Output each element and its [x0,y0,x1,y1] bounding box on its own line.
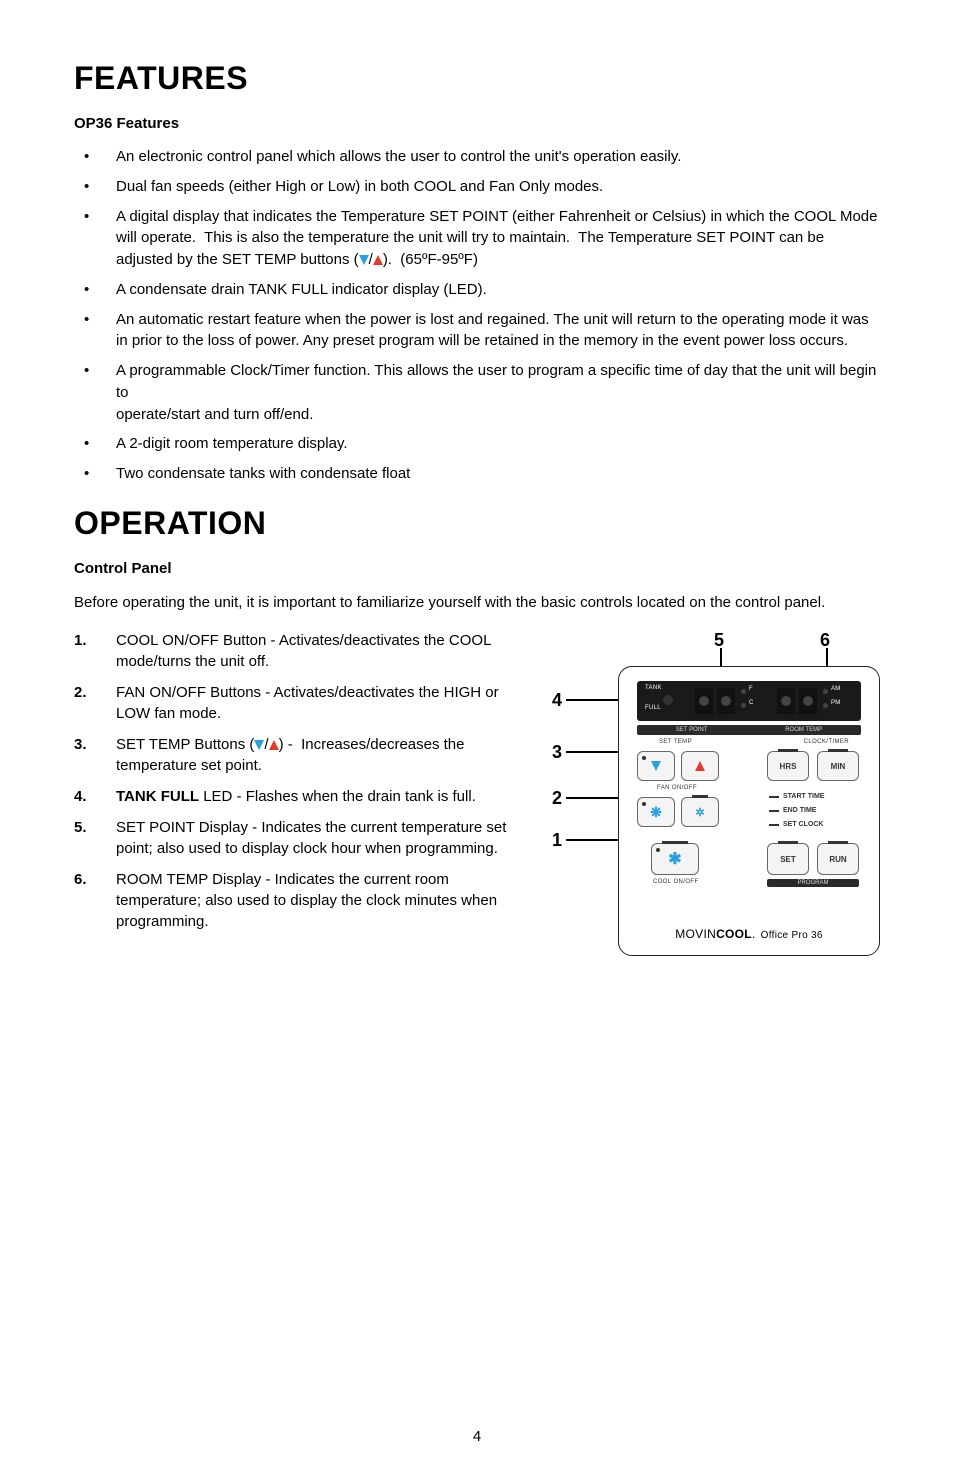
label-set-clock: SET CLOCK [769,821,823,828]
list-item: 6. ROOM TEMP Display - Indicates the curr… [74,869,530,932]
label-c: C [749,700,754,706]
list-number: 1. [74,630,87,651]
up-triangle-icon [695,761,705,771]
label-set-temp: SET TEMP [659,739,692,745]
label-start-time: START TIME [769,793,824,800]
label-program: PROGRAM [767,879,859,887]
list-item: 2. FAN ON/OFF Buttons - Activates/deactiv… [74,682,530,724]
label-room-temp: ROOM TEMP [785,727,822,733]
list-number: 3. [74,734,87,755]
operation-intro: Before operating the unit, it is importa… [74,591,880,614]
features-heading: FEATURES [74,60,880,97]
list-item: A 2-digit room temperature display. [74,433,880,455]
fan-low-button[interactable]: ✲ [681,797,719,827]
min-button[interactable]: MIN [817,751,859,781]
brand-cool: COOL [716,927,752,941]
callout-2: 2 [552,788,562,809]
label-fan-onoff: FAN ON/OFF [657,785,697,791]
callout-5: 5 [714,630,724,651]
operation-heading: OPERATION [74,505,880,542]
list-text: SET POINT Display - Indicates the curren… [116,819,506,857]
list-text: ROOM TEMP Display - Indicates the curren… [116,871,497,930]
list-item: 1. COOL ON/OFF Button - Activates/deactiv… [74,630,530,672]
callout-3: 3 [552,742,562,763]
dot-icon [741,703,746,708]
label-am: AM [831,686,841,692]
dot-icon [823,703,828,708]
list-text: COOL ON/OFF Button - Activates/deactivat… [116,632,491,670]
cool-onoff-button[interactable]: ✱ [651,843,699,875]
list-text: FAN ON/OFF Buttons - Activates/deactivat… [116,684,499,722]
display-sublabels: SET POINT ROOM TEMP [637,725,861,735]
label-set-point: SET POINT [676,727,708,733]
down-triangle-icon [651,761,661,771]
run-button[interactable]: RUN [817,843,859,875]
brand-label: MOVINCOOL. Office Pro 36 [619,927,879,941]
btn-label: HRS [780,762,797,771]
btn-label: RUN [829,855,846,864]
tank-led-icon [663,695,673,705]
display-bar: TANK FULL F C AM PM [637,681,861,721]
label-end-time: END TIME [769,807,816,814]
list-number: 6. [74,869,87,890]
list-item: Dual fan speeds (either High or Low) in … [74,176,880,198]
control-panel-list: 1. COOL ON/OFF Button - Activates/deactiv… [74,630,530,942]
list-item: 4. TANK FULL LED - Flashes when the drain… [74,786,530,807]
label-cool-onoff: COOL ON/OFF [653,879,699,885]
callout-6: 6 [820,630,830,651]
dot-icon [741,689,746,694]
list-item: A programmable Clock/Timer function. Thi… [74,360,880,425]
list-number: 5. [74,817,87,838]
room-temp-display [777,688,817,714]
btn-label: SET [780,855,796,864]
set-point-display [695,688,735,714]
list-item: A digital display that indicates the Tem… [74,206,880,271]
set-button[interactable]: SET [767,843,809,875]
label-pm: PM [831,700,841,706]
down-triangle-icon [254,740,264,750]
fan-low-icon: ✲ [695,806,704,819]
list-number: 4. [74,786,87,807]
panel-frame: TANK FULL F C AM PM [618,666,880,956]
label-f: F [749,686,753,692]
list-number: 2. [74,682,87,703]
callout-1: 1 [552,830,562,851]
dot-icon [823,689,828,694]
brand-movin: MOVIN [675,927,716,941]
list-item: A condensate drain TANK FULL indicator d… [74,279,880,301]
list-item: 5. SET POINT Display - Indicates the curr… [74,817,530,859]
up-triangle-icon [269,740,279,750]
brand-dot: . [752,927,756,941]
features-list: An electronic control panel which allows… [74,146,880,485]
callout-4: 4 [552,690,562,711]
list-item: Two condensate tanks with condensate flo… [74,463,880,485]
list-lead: TANK FULL [116,788,199,805]
up-triangle-icon [373,255,383,265]
snowflake-icon: ✱ [668,849,681,869]
list-item: An electronic control panel which allows… [74,146,880,168]
operation-subhead: Control Panel [74,560,880,577]
fan-high-icon: ❋ [650,804,662,821]
list-text: LED - Flashes when the drain tank is ful… [199,788,476,805]
btn-label: MIN [831,762,846,771]
features-subhead: OP36 Features [74,115,880,132]
brand-model: Office Pro 36 [758,930,823,941]
temp-up-button[interactable] [681,751,719,781]
fan-high-button[interactable]: ❋ [637,797,675,827]
temp-down-button[interactable] [637,751,675,781]
list-item: 3.SET TEMP Buttons (/) - Increases/decre… [74,734,530,776]
page-number: 4 [0,1428,954,1445]
label-tank: TANK [645,685,662,691]
label-full: FULL [645,705,661,711]
list-item: An automatic restart feature when the po… [74,309,880,353]
hrs-button[interactable]: HRS [767,751,809,781]
down-triangle-icon [359,255,369,265]
label-clock-timer: CLOCK/TIMER [804,739,849,745]
